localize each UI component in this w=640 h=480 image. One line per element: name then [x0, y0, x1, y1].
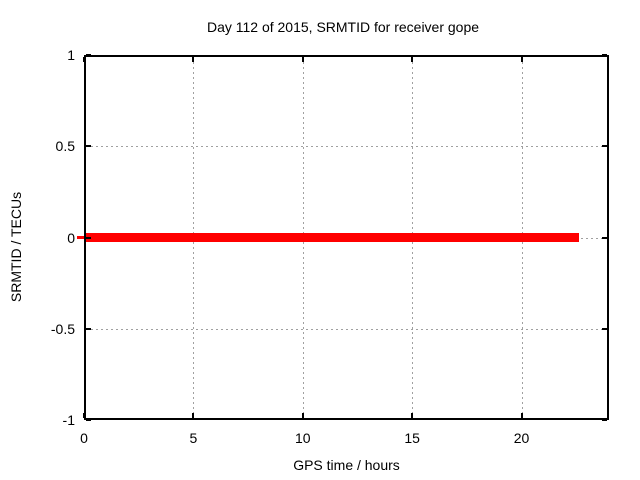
x-tick-mark-top — [411, 57, 413, 62]
chart-title: Day 112 of 2015, SRMTID for receiver gop… — [206, 19, 480, 35]
x-tick-label: 0 — [80, 430, 88, 446]
y-tick-label: 0.5 — [55, 138, 75, 155]
x-tick-mark-bottom — [521, 413, 523, 418]
x-tick-mark-bottom — [302, 413, 304, 418]
y-tick-mark-right — [602, 328, 607, 330]
y-tick-mark-right — [602, 145, 607, 147]
x-tick-mark-bottom — [411, 413, 413, 418]
y-tick-label: -0.5 — [50, 320, 75, 337]
y-tick-mark-left — [86, 328, 91, 330]
y-tick-label: 0 — [67, 229, 75, 246]
x-tick-label: 10 — [294, 430, 311, 446]
x-tick-label: 20 — [513, 430, 530, 446]
plot-area — [84, 55, 609, 420]
x-tick-mark-top — [192, 57, 194, 62]
x-tick-label: 5 — [189, 430, 198, 446]
x-axis-label: GPS time / hours — [293, 457, 400, 473]
y-tick-mark-left — [86, 145, 91, 147]
grid-line-horizontal — [86, 328, 607, 330]
y-tick-label: 1 — [67, 47, 75, 63]
grid-line-horizontal — [86, 145, 607, 147]
y-tick-mark-right — [602, 237, 607, 239]
x-tick-mark-top — [302, 57, 304, 62]
y-tick-label: -1 — [62, 412, 75, 428]
series-start-cap — [77, 236, 84, 239]
y-tick-mark-right — [602, 419, 607, 421]
y-axis-label: SRMTID / TECUs — [8, 191, 24, 303]
x-tick-mark-top — [521, 57, 523, 62]
y-tick-mark-left — [86, 419, 91, 421]
y-tick-mark-left — [86, 237, 91, 239]
x-tick-mark-bottom — [192, 413, 194, 418]
x-tick-label: 15 — [404, 430, 420, 446]
data-series-line — [84, 233, 580, 242]
